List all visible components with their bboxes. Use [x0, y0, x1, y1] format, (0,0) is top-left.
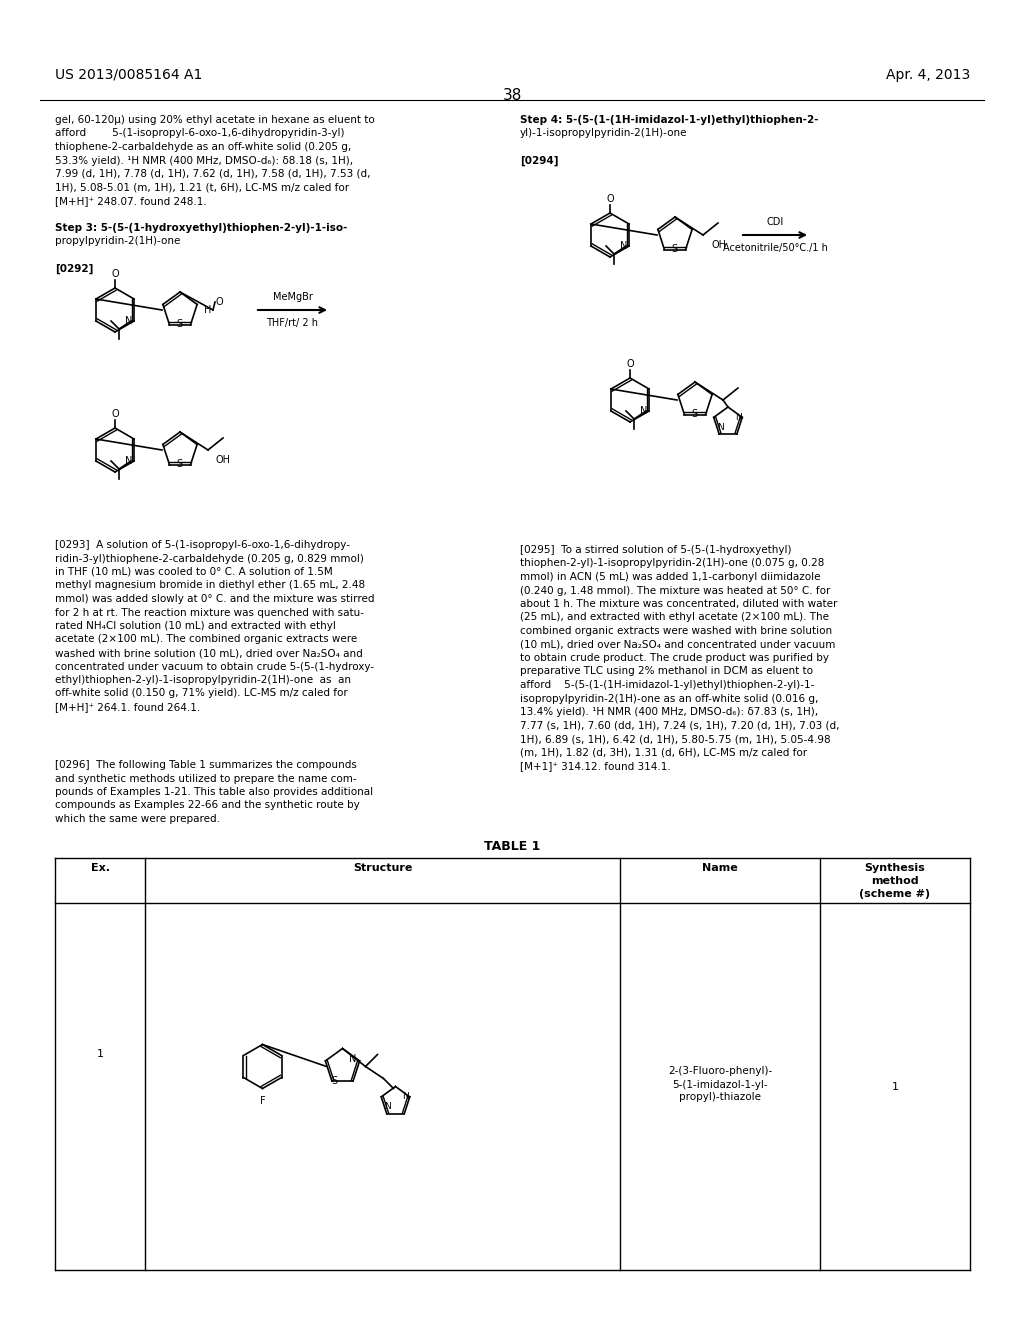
Text: thiophen-2-yl)-1-isopropylpyridin-2(1H)-one (0.075 g, 0.28: thiophen-2-yl)-1-isopropylpyridin-2(1H)-… [520, 558, 824, 569]
Text: afford        5-(1-isopropyl-6-oxo-1,6-dihydropyridin-3-yl): afford 5-(1-isopropyl-6-oxo-1,6-dihydrop… [55, 128, 344, 139]
Text: F: F [260, 1097, 265, 1106]
Text: H: H [204, 305, 211, 315]
Text: N: N [620, 242, 627, 251]
Text: ridin-3-yl)thiophene-2-carbaldehyde (0.205 g, 0.829 mmol): ridin-3-yl)thiophene-2-carbaldehyde (0.2… [55, 553, 364, 564]
Text: (m, 1H), 1.82 (d, 3H), 1.31 (d, 6H), LC-MS m/z caled for: (m, 1H), 1.82 (d, 3H), 1.31 (d, 6H), LC-… [520, 747, 807, 758]
Text: and synthetic methods utilized to prepare the name com-: and synthetic methods utilized to prepar… [55, 774, 356, 784]
Text: S: S [691, 409, 697, 418]
Text: which the same were prepared.: which the same were prepared. [55, 814, 220, 824]
Text: in THF (10 mL) was cooled to 0° C. A solution of 1.5M: in THF (10 mL) was cooled to 0° C. A sol… [55, 568, 333, 577]
Text: afford    5-(5-(1-(1H-imidazol-1-yl)ethyl)thiophen-2-yl)-1-: afford 5-(5-(1-(1H-imidazol-1-yl)ethyl)t… [520, 680, 814, 690]
Text: CDI: CDI [766, 216, 783, 227]
Text: O: O [112, 409, 119, 418]
Text: for 2 h at rt. The reaction mixture was quenched with satu-: for 2 h at rt. The reaction mixture was … [55, 607, 364, 618]
Text: O: O [606, 194, 613, 205]
Text: OH: OH [216, 455, 231, 465]
Text: (scheme #): (scheme #) [859, 888, 931, 899]
Text: [0296]  The following Table 1 summarizes the compounds: [0296] The following Table 1 summarizes … [55, 760, 357, 770]
Text: MeMgBr: MeMgBr [272, 292, 312, 302]
Text: S: S [671, 244, 677, 253]
Text: rated NH₄Cl solution (10 mL) and extracted with ethyl: rated NH₄Cl solution (10 mL) and extract… [55, 620, 336, 631]
Text: 1: 1 [96, 1049, 103, 1059]
Text: 38: 38 [503, 88, 521, 103]
Text: [0292]: [0292] [55, 264, 93, 273]
Text: gel, 60-120μ) using 20% ethyl acetate in hexane as eluent to: gel, 60-120μ) using 20% ethyl acetate in… [55, 115, 375, 125]
Text: Structure: Structure [353, 863, 413, 873]
Text: acetate (2×100 mL). The combined organic extracts were: acetate (2×100 mL). The combined organic… [55, 635, 357, 644]
Text: OH: OH [711, 240, 726, 249]
Text: 2-(3-Fluoro-phenyl)-: 2-(3-Fluoro-phenyl)- [668, 1067, 772, 1077]
Text: Step 4: 5-(5-(1-(1H-imidazol-1-yl)ethyl)thiophen-2-: Step 4: 5-(5-(1-(1H-imidazol-1-yl)ethyl)… [520, 115, 818, 125]
Text: O: O [215, 297, 222, 308]
Text: off-white solid (0.150 g, 71% yield). LC-MS m/z caled for: off-white solid (0.150 g, 71% yield). LC… [55, 689, 348, 698]
Text: Apr. 4, 2013: Apr. 4, 2013 [886, 69, 970, 82]
Text: mmol) in ACN (5 mL) was added 1,1-carbonyl diimidazole: mmol) in ACN (5 mL) was added 1,1-carbon… [520, 572, 820, 582]
Text: O: O [112, 269, 119, 279]
Text: ethyl)thiophen-2-yl)-1-isopropylpyridin-2(1H)-one  as  an: ethyl)thiophen-2-yl)-1-isopropylpyridin-… [55, 675, 351, 685]
Text: 53.3% yield). ¹H NMR (400 MHz, DMSO-d₆): δ8.18 (s, 1H),: 53.3% yield). ¹H NMR (400 MHz, DMSO-d₆):… [55, 156, 353, 165]
Text: O: O [627, 359, 634, 370]
Text: washed with brine solution (10 mL), dried over Na₂SO₄ and: washed with brine solution (10 mL), drie… [55, 648, 362, 657]
Text: 7.99 (d, 1H), 7.78 (d, 1H), 7.62 (d, 1H), 7.58 (d, 1H), 7.53 (d,: 7.99 (d, 1H), 7.78 (d, 1H), 7.62 (d, 1H)… [55, 169, 371, 180]
Text: S: S [332, 1076, 338, 1085]
Text: Step 3: 5-(5-(1-hydroxyethyl)thiophen-2-yl)-1-iso-: Step 3: 5-(5-(1-hydroxyethyl)thiophen-2-… [55, 223, 347, 234]
Text: N: N [349, 1053, 356, 1064]
Text: (10 mL), dried over Na₂SO₄ and concentrated under vacuum: (10 mL), dried over Na₂SO₄ and concentra… [520, 639, 836, 649]
Text: THF/rt/ 2 h: THF/rt/ 2 h [266, 318, 318, 327]
Text: US 2013/0085164 A1: US 2013/0085164 A1 [55, 69, 203, 82]
Text: [0294]: [0294] [520, 156, 558, 166]
Text: method: method [871, 876, 919, 886]
Text: propyl)-thiazole: propyl)-thiazole [679, 1093, 761, 1102]
Text: 1H), 5.08-5.01 (m, 1H), 1.21 (t, 6H), LC-MS m/z caled for: 1H), 5.08-5.01 (m, 1H), 1.21 (t, 6H), LC… [55, 182, 349, 193]
Text: N: N [125, 455, 132, 466]
Text: S: S [176, 319, 182, 329]
Text: N: N [717, 422, 723, 432]
Text: [M+H]⁺ 264.1. found 264.1.: [M+H]⁺ 264.1. found 264.1. [55, 702, 201, 711]
Text: (0.240 g, 1.48 mmol). The mixture was heated at 50° C. for: (0.240 g, 1.48 mmol). The mixture was he… [520, 586, 830, 595]
Text: 7.77 (s, 1H), 7.60 (dd, 1H), 7.24 (s, 1H), 7.20 (d, 1H), 7.03 (d,: 7.77 (s, 1H), 7.60 (dd, 1H), 7.24 (s, 1H… [520, 721, 840, 730]
Text: TABLE 1: TABLE 1 [483, 840, 541, 853]
Text: Name: Name [702, 863, 738, 873]
Text: (25 mL), and extracted with ethyl acetate (2×100 mL). The: (25 mL), and extracted with ethyl acetat… [520, 612, 829, 623]
Text: S: S [176, 459, 182, 469]
Text: [0293]  A solution of 5-(1-isopropyl-6-oxo-1,6-dihydropy-: [0293] A solution of 5-(1-isopropyl-6-ox… [55, 540, 350, 550]
Text: pounds of Examples 1-21. This table also provides additional: pounds of Examples 1-21. This table also… [55, 787, 373, 797]
Text: N: N [640, 407, 647, 416]
Text: thiophene-2-carbaldehyde as an off-white solid (0.205 g,: thiophene-2-carbaldehyde as an off-white… [55, 143, 351, 152]
Text: concentrated under vacuum to obtain crude 5-(5-(1-hydroxy-: concentrated under vacuum to obtain crud… [55, 661, 374, 672]
Text: yl)-1-isopropylpyridin-2(1H)-one: yl)-1-isopropylpyridin-2(1H)-one [520, 128, 687, 139]
Text: N: N [402, 1092, 409, 1101]
Text: mmol) was added slowly at 0° C. and the mixture was stirred: mmol) was added slowly at 0° C. and the … [55, 594, 375, 605]
Text: N: N [125, 315, 132, 326]
Text: [0295]  To a stirred solution of 5-(5-(1-hydroxyethyl): [0295] To a stirred solution of 5-(5-(1-… [520, 545, 792, 554]
Text: 1: 1 [892, 1081, 898, 1092]
Text: [M+1]⁺ 314.12. found 314.1.: [M+1]⁺ 314.12. found 314.1. [520, 762, 671, 771]
Text: preparative TLC using 2% methanol in DCM as eluent to: preparative TLC using 2% methanol in DCM… [520, 667, 813, 676]
Text: Acetonitrile/50°C./1 h: Acetonitrile/50°C./1 h [723, 243, 827, 253]
Text: Ex.: Ex. [90, 863, 110, 873]
Text: 1H), 6.89 (s, 1H), 6.42 (d, 1H), 5.80-5.75 (m, 1H), 5.05-4.98: 1H), 6.89 (s, 1H), 6.42 (d, 1H), 5.80-5.… [520, 734, 830, 744]
Text: methyl magnesium bromide in diethyl ether (1.65 mL, 2.48: methyl magnesium bromide in diethyl ethe… [55, 581, 366, 590]
Text: 5-(1-imidazol-1-yl-: 5-(1-imidazol-1-yl- [672, 1080, 768, 1089]
Text: 13.4% yield). ¹H NMR (400 MHz, DMSO-d₆): δ7.83 (s, 1H),: 13.4% yield). ¹H NMR (400 MHz, DMSO-d₆):… [520, 708, 818, 717]
Text: [M+H]⁺ 248.07. found 248.1.: [M+H]⁺ 248.07. found 248.1. [55, 195, 207, 206]
Text: Synthesis: Synthesis [864, 863, 926, 873]
Text: isopropylpyridin-2(1H)-one as an off-white solid (0.016 g,: isopropylpyridin-2(1H)-one as an off-whi… [520, 693, 818, 704]
Text: propylpyridin-2(1H)-one: propylpyridin-2(1H)-one [55, 236, 180, 247]
Text: about 1 h. The mixture was concentrated, diluted with water: about 1 h. The mixture was concentrated,… [520, 599, 838, 609]
Text: N: N [384, 1102, 391, 1111]
Text: compounds as Examples 22-66 and the synthetic route by: compounds as Examples 22-66 and the synt… [55, 800, 359, 810]
Text: combined organic extracts were washed with brine solution: combined organic extracts were washed wi… [520, 626, 833, 636]
Text: to obtain crude product. The crude product was purified by: to obtain crude product. The crude produ… [520, 653, 829, 663]
Text: N: N [734, 412, 741, 421]
